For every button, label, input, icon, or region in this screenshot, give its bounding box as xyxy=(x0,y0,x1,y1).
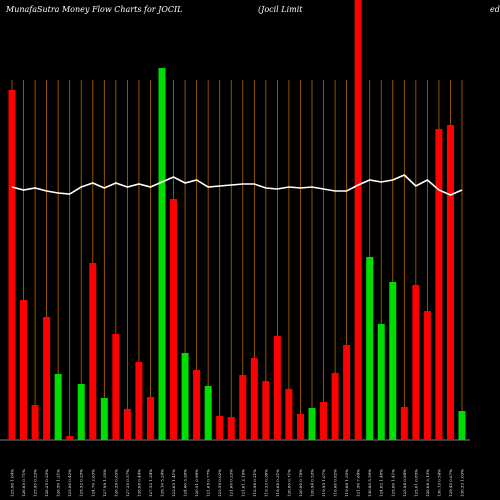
bar xyxy=(296,414,304,440)
x-tick-label: 125.60 1.41% xyxy=(390,469,395,497)
bar xyxy=(8,90,16,440)
bar xyxy=(308,408,316,440)
bar xyxy=(31,405,39,440)
x-tick-label: 121.60 0.23% xyxy=(229,469,234,497)
bar xyxy=(458,411,466,440)
bar xyxy=(20,300,28,440)
x-tick-label: 119.95 1.07% xyxy=(321,469,326,497)
bar xyxy=(123,409,131,440)
bar xyxy=(377,324,385,440)
x-tick-label: 126.08 3.13% xyxy=(425,469,430,497)
bar xyxy=(446,125,454,440)
bar xyxy=(227,417,235,440)
x-tick-label: 118.98 0.21% xyxy=(252,469,257,497)
bar xyxy=(285,389,293,440)
corner-text: ed xyxy=(490,5,500,14)
bar xyxy=(204,386,212,440)
bar xyxy=(158,68,166,440)
bar xyxy=(135,362,143,440)
bar xyxy=(389,282,397,440)
bar xyxy=(193,370,201,440)
bar xyxy=(343,345,351,440)
chart-title: MunafaSutra Money Flow Charts for JOCIL xyxy=(5,5,183,14)
x-tick-label: 123.84 0.94% xyxy=(402,469,407,497)
bar xyxy=(366,257,374,440)
x-tick-label: 122.59 0.02% xyxy=(217,469,222,497)
x-tick-label: 119.88 1.35% xyxy=(344,469,349,497)
bar xyxy=(435,129,443,440)
x-tick-label: 130.15 0.54% xyxy=(436,469,441,497)
x-tick-label: 130.80 5.59% xyxy=(367,469,372,497)
bar xyxy=(250,358,258,440)
bar xyxy=(170,199,178,440)
bar xyxy=(77,384,85,440)
bar xyxy=(89,263,97,440)
bar xyxy=(146,397,154,440)
x-tick-label: 125.96 1.04% xyxy=(10,469,15,497)
bar xyxy=(216,416,224,440)
x-tick-label: 126.85 0.71% xyxy=(21,469,26,497)
x-tick-label: 127.35 0.57% xyxy=(125,469,130,497)
x-tick-label: 118.68 0.82% xyxy=(333,469,338,497)
x-tick-label: 128.08 0.44% xyxy=(136,469,141,497)
x-tick-label: 124.70 2.63% xyxy=(90,469,95,497)
bar xyxy=(423,311,431,440)
bar xyxy=(54,374,62,440)
bar xyxy=(354,0,362,440)
x-tick-label: 124.02 1.48% xyxy=(379,469,384,497)
x-tick-label: 130.33 1.03% xyxy=(460,469,465,497)
x-tick-label: 119.68 0.31% xyxy=(275,469,280,497)
bar xyxy=(412,285,420,440)
x-tick-label: 126.50 1.21% xyxy=(56,469,61,497)
x-tick-label: 127.52 1.24% xyxy=(148,469,153,497)
x-tick-label: 129.45 0.67% xyxy=(448,469,453,497)
x-tick-label: 120.80 0.71% xyxy=(286,469,291,497)
bar xyxy=(100,398,108,440)
bar xyxy=(112,334,120,440)
x-tick-label: 120.51 0.99% xyxy=(194,469,199,497)
bar xyxy=(273,336,281,440)
x-tick-label: 125.01 0.85% xyxy=(413,469,418,497)
x-tick-label: 129.10 5.24% xyxy=(160,469,165,497)
bar xyxy=(239,375,247,440)
x-tick-label: 126.29 0.83% xyxy=(113,469,118,497)
chart-subtitle: (Jocil Limit xyxy=(258,5,303,14)
x-tick-label: 120.94 0.53% xyxy=(310,469,315,497)
bar xyxy=(400,407,408,440)
x-tick-label: 122.85 1.41% xyxy=(171,469,176,497)
bar xyxy=(181,353,189,440)
bar xyxy=(43,317,51,440)
x-tick-label: 125.52 0.25% xyxy=(79,469,84,497)
bar xyxy=(66,436,74,440)
x-tick-label: 121.65 0.77% xyxy=(206,469,211,497)
x-tick-label: 119.23 0.38% xyxy=(263,469,268,497)
x-tick-label: 127.99 1.35% xyxy=(102,469,107,497)
x-tick-label: 125.00 0.42% xyxy=(67,469,72,497)
bar xyxy=(262,381,270,440)
price-line xyxy=(11,174,463,196)
x-tick-label: 124.60 3.26% xyxy=(183,469,188,497)
x-tick-label: 126.25 0.25% xyxy=(44,469,49,497)
bar xyxy=(331,373,339,440)
bar xyxy=(320,402,328,440)
x-tick-label: 120.00 0.78% xyxy=(298,469,303,497)
x-tick-label: 121.50 7.64% xyxy=(356,469,361,497)
x-tick-label: 125.95 0.23% xyxy=(33,469,38,497)
x-tick-label: 121.61 2.19% xyxy=(240,469,245,497)
